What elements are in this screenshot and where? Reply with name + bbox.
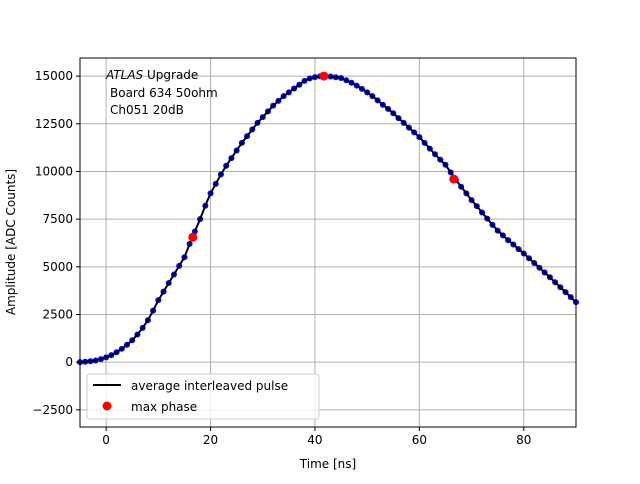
annotation-board: Board 634 50ohm: [110, 86, 218, 100]
x-tick-label: 40: [307, 433, 322, 447]
series-layer: [77, 71, 579, 366]
svg-text:ATLAS Upgrade: ATLAS Upgrade: [105, 68, 198, 82]
x-tick-label: 0: [102, 433, 110, 447]
max-phase-point: [449, 174, 459, 184]
annotation: ATLAS Upgrade Board 634 50ohm Ch051 20dB: [105, 68, 218, 117]
x-tick-label: 60: [412, 433, 427, 447]
y-tick-label: 12500: [35, 117, 73, 131]
y-tick-label: 15000: [35, 69, 73, 83]
legend-marker-swatch: [102, 401, 112, 411]
annotation-upgrade: Upgrade: [143, 68, 198, 82]
y-tick-label: 10000: [35, 164, 73, 178]
y-tick-label: −2500: [32, 403, 73, 417]
y-axis-label: Amplitude [ADC Counts]: [4, 169, 18, 315]
y-tick-label: 0: [65, 355, 73, 369]
axes-frame: [79, 57, 577, 428]
legend-box: [86, 373, 320, 420]
x-tick-label: 80: [516, 433, 531, 447]
y-tick-label: 5000: [42, 260, 73, 274]
annotation-atlas: ATLAS: [105, 68, 144, 82]
max-phase-point: [188, 232, 198, 242]
x-tick-label: 20: [203, 433, 218, 447]
ticks: 0 20 40 60 80 −2500 0 2500 5000 7500 10000 12500 150…: [32, 69, 531, 447]
y-tick-label: 2500: [42, 307, 73, 321]
legend: average interleaved pulse max phase: [86, 373, 320, 420]
legend-label-pulse: average interleaved pulse: [131, 379, 288, 393]
max-phase-point: [319, 71, 329, 81]
legend-label-max-phase: max phase: [131, 400, 197, 414]
x-axis-label: Time [ns]: [299, 457, 356, 471]
y-tick-label: 7500: [42, 212, 73, 226]
annotation-channel: Ch051 20dB: [110, 103, 184, 117]
